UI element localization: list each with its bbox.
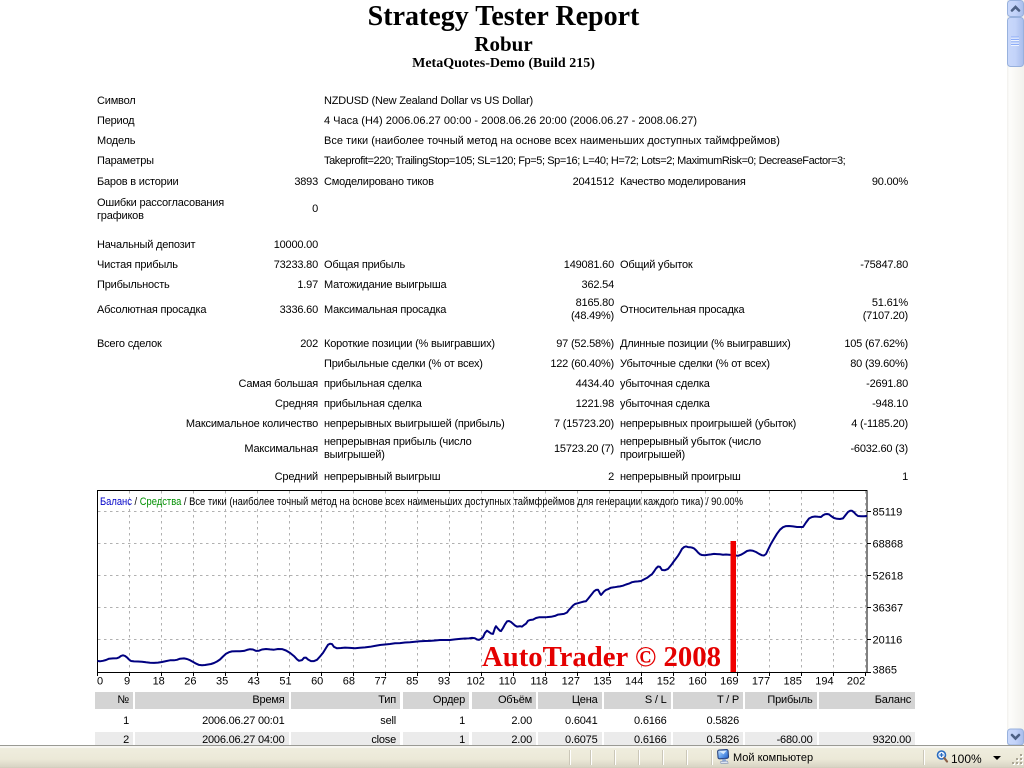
- svg-text:102: 102: [467, 676, 485, 688]
- svg-text:85: 85: [406, 676, 418, 688]
- svg-text:9: 9: [124, 676, 130, 688]
- svg-text:185: 185: [784, 676, 802, 688]
- svg-text:20116: 20116: [873, 635, 903, 647]
- svg-text:160: 160: [688, 676, 706, 688]
- svg-text:93: 93: [438, 676, 450, 688]
- svg-text:51: 51: [279, 676, 291, 688]
- svg-text:152: 152: [657, 676, 675, 688]
- svg-text:85119: 85119: [873, 507, 903, 519]
- svg-text:127: 127: [562, 676, 580, 688]
- svg-text:26: 26: [184, 676, 196, 688]
- svg-text:194: 194: [815, 676, 833, 688]
- svg-text:35: 35: [216, 676, 228, 688]
- svg-text:60: 60: [311, 676, 323, 688]
- svg-text:0: 0: [97, 676, 103, 688]
- svg-text:52618: 52618: [873, 571, 904, 583]
- svg-text:18: 18: [153, 676, 165, 688]
- svg-text:110: 110: [499, 676, 517, 688]
- svg-text:43: 43: [248, 676, 260, 688]
- svg-text:AutoTrader © 2008: AutoTrader © 2008: [482, 641, 721, 673]
- svg-text:77: 77: [374, 676, 386, 688]
- svg-text:68868: 68868: [873, 539, 904, 551]
- svg-text:202: 202: [847, 676, 865, 688]
- svg-text:36367: 36367: [873, 603, 904, 615]
- svg-text:144: 144: [625, 676, 643, 688]
- svg-text:177: 177: [752, 676, 770, 688]
- svg-text:118: 118: [530, 676, 548, 688]
- svg-text:135: 135: [593, 676, 611, 688]
- svg-text:169: 169: [720, 676, 738, 688]
- svg-text:68: 68: [343, 676, 355, 688]
- svg-text:Баланс / Средства / Все тики (: Баланс / Средства / Все тики (наиболее т…: [100, 496, 743, 508]
- svg-text:3865: 3865: [873, 665, 897, 677]
